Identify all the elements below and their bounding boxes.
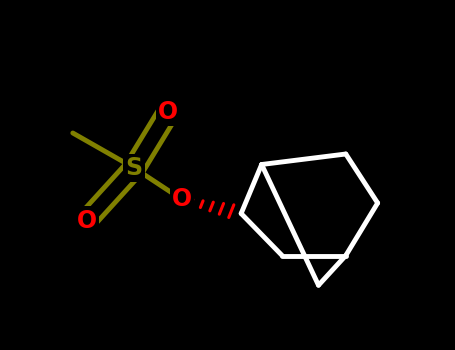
Text: O: O <box>172 188 192 211</box>
Text: S: S <box>126 156 143 180</box>
Text: O: O <box>76 209 96 232</box>
Text: O: O <box>158 100 178 124</box>
